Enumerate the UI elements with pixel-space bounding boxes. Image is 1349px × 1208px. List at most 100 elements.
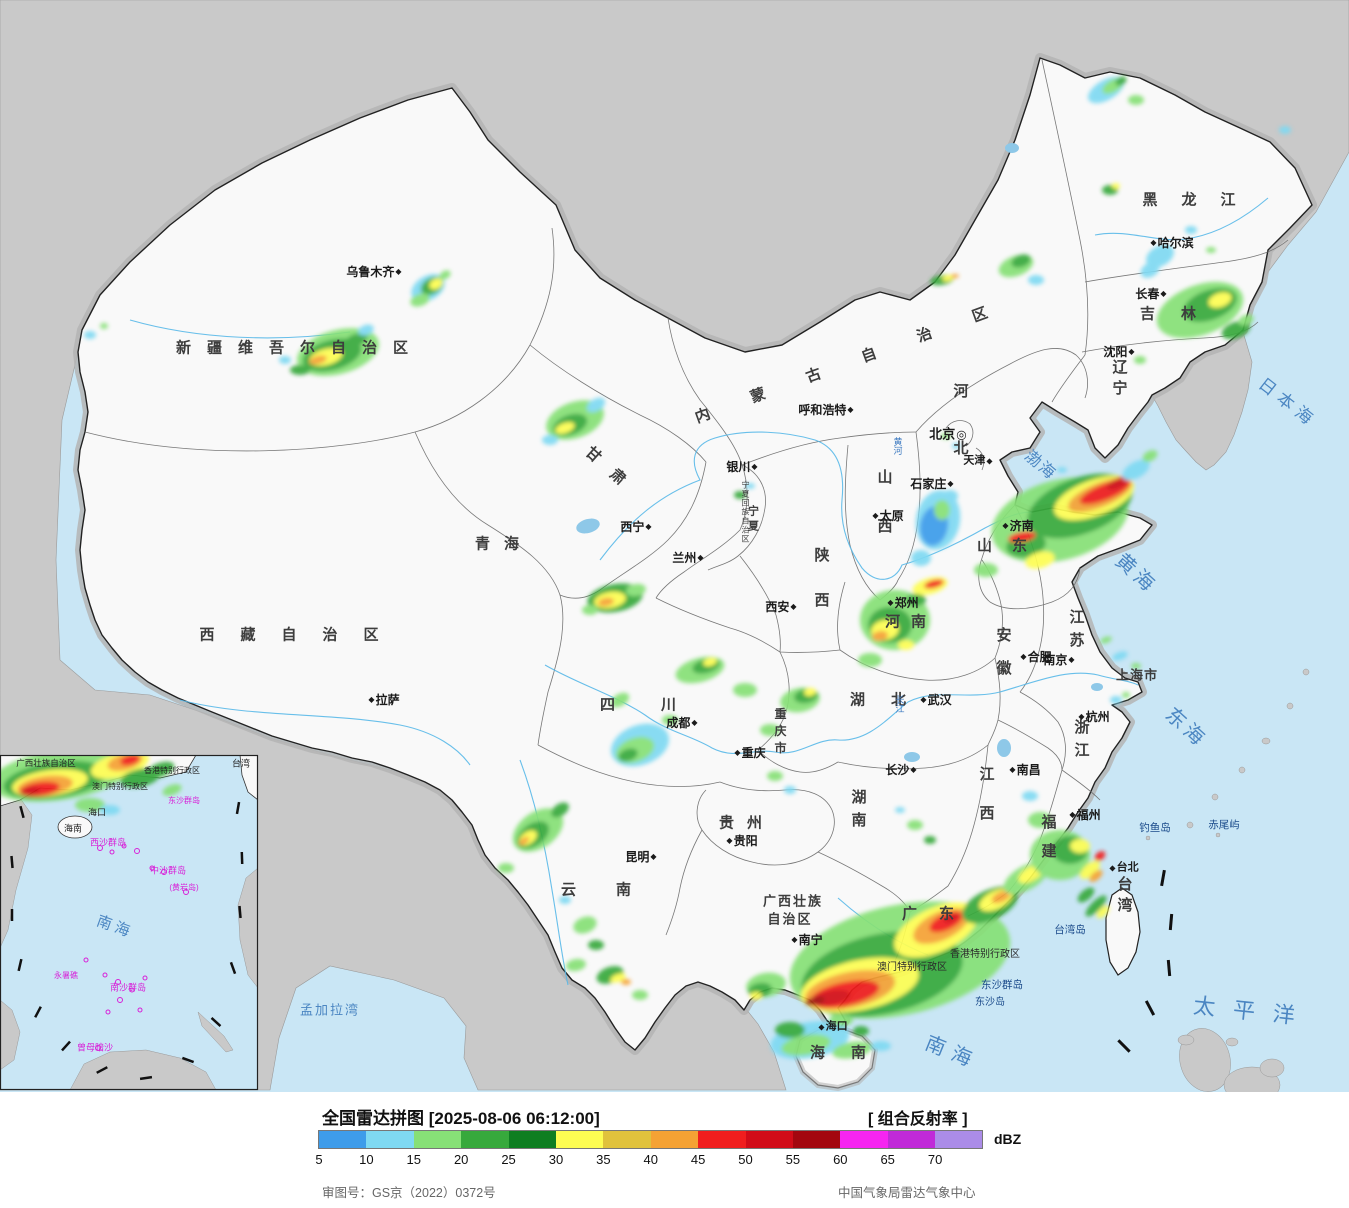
radar-echo — [1134, 356, 1146, 364]
radar-echo — [632, 990, 648, 1000]
radar-echo — [618, 748, 638, 762]
island-mark — [137, 1007, 143, 1013]
south-china-sea-inset — [0, 755, 258, 1090]
legend-color-cell: 35 — [596, 1131, 651, 1167]
radar-echo — [911, 550, 931, 566]
inset-radar-echo — [145, 761, 175, 779]
offshore-island — [1215, 832, 1221, 838]
boundary-dashes — [1117, 869, 1174, 1053]
radar-echo — [1122, 459, 1150, 481]
radar-echo — [733, 683, 757, 697]
inset-radar-echo — [120, 755, 140, 766]
radar-echo — [784, 786, 796, 794]
radar-echo — [1146, 244, 1174, 268]
boundary-dash — [235, 801, 241, 815]
island-mark — [129, 987, 135, 993]
boundary-dash — [10, 855, 14, 869]
taiwan-island — [1105, 887, 1141, 976]
radar-echo — [942, 490, 958, 502]
inset-island-marks — [83, 843, 189, 1051]
radar-echo — [943, 913, 959, 923]
boundary-dash — [1117, 1039, 1131, 1053]
radar-echo — [542, 435, 558, 445]
radar-echo — [907, 820, 923, 830]
island-mark — [142, 975, 148, 981]
radar-echo — [750, 992, 762, 1000]
legend-color-cell: 5 — [315, 1131, 367, 1167]
legend-tick-value: 25 — [501, 1152, 516, 1167]
offshore-island — [1211, 793, 1219, 801]
radar-echo — [1085, 895, 1107, 917]
radar-echo — [853, 1026, 869, 1036]
radar-echo — [1112, 183, 1120, 189]
legend-color-cell: 65 — [880, 1131, 936, 1167]
radar-echo — [832, 1041, 872, 1059]
radar-echo — [991, 890, 1011, 904]
radar-echo — [906, 594, 926, 606]
radar-echo — [1070, 839, 1090, 853]
radar-echo — [1011, 254, 1031, 268]
radar-echo — [1080, 861, 1100, 879]
radar-echo — [358, 324, 374, 336]
radar-echo — [703, 657, 717, 667]
inset-hainan — [57, 815, 93, 839]
radar-echo — [898, 640, 914, 650]
island-mark — [134, 848, 140, 854]
radar-echo — [1094, 851, 1106, 861]
radar-echo — [573, 916, 597, 934]
radar-echo — [621, 979, 631, 985]
legend-color-cell: 40 — [644, 1131, 699, 1167]
radar-echo — [804, 687, 816, 697]
radar-echo — [498, 863, 514, 873]
radar-echo — [895, 807, 905, 813]
radar-echo — [84, 331, 96, 339]
radar-echo — [566, 958, 586, 972]
radar-echo — [829, 1014, 853, 1026]
radar-echo — [410, 293, 430, 307]
legend-tick-value: 5 — [315, 1152, 323, 1167]
island-mark — [102, 972, 108, 978]
legend-title: 全国雷达拼图 [2025-08-06 06:12:00] — [322, 1109, 600, 1128]
legend-tick-value: 50 — [738, 1152, 753, 1167]
inset-vietnam — [0, 797, 33, 949]
radar-echo — [309, 355, 327, 365]
radar-echo — [805, 996, 825, 1006]
radar-echo — [858, 653, 882, 667]
legend-tick-value: 55 — [785, 1152, 801, 1167]
radar-echo — [1122, 692, 1130, 698]
legend-tick-value: 60 — [833, 1152, 848, 1167]
radar-echo — [942, 274, 954, 282]
offshore-island — [1225, 1037, 1239, 1047]
legend-color-cell: 60 — [833, 1131, 888, 1167]
radar-echo — [1208, 292, 1232, 308]
inset-luzon — [237, 867, 258, 989]
radar-echo — [290, 365, 310, 375]
radar-echo — [1057, 467, 1067, 473]
inset-malay — [0, 999, 21, 1071]
radar-echo — [924, 579, 944, 589]
boundary-dash — [1166, 959, 1172, 977]
island-mark — [149, 865, 155, 871]
inset-radar-echo — [75, 798, 105, 812]
radar-echo — [1022, 791, 1038, 801]
radar-echo — [610, 692, 630, 708]
radar-echo — [871, 1041, 891, 1051]
legend-color-cell: 15 — [407, 1131, 462, 1167]
offshore-island — [1259, 1058, 1285, 1078]
island-mark — [95, 1045, 101, 1051]
legend-color-cell: 10 — [359, 1131, 414, 1167]
legend-unit: dBZ — [994, 1131, 1022, 1147]
legend-color-cell: 55 — [786, 1131, 841, 1167]
island-mark — [105, 1009, 111, 1015]
boundary-dash — [96, 1066, 108, 1074]
radar-echo — [934, 500, 950, 520]
boundary-dash — [1144, 1000, 1156, 1016]
legend-color-cell: 30 — [549, 1131, 604, 1167]
legend-color-cell: 45 — [691, 1131, 746, 1167]
island-mark — [115, 979, 121, 985]
legend-credit: 中国气象局雷达气象中心 — [838, 1186, 976, 1200]
radar-echo — [555, 422, 575, 434]
legend-tick-value: 70 — [927, 1152, 943, 1167]
radar-echo — [1142, 450, 1158, 462]
